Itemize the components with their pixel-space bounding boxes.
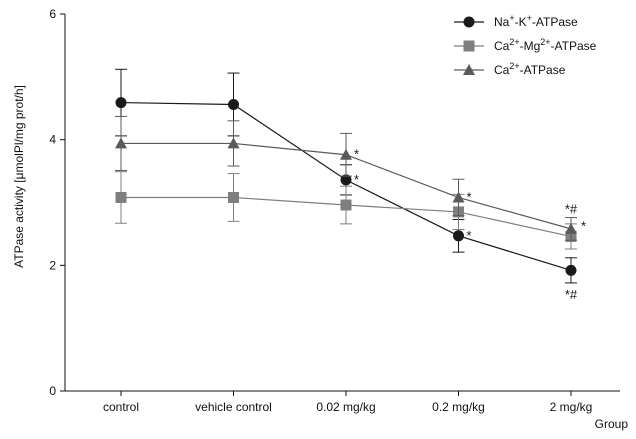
legend-marker [463, 16, 475, 28]
series-square-point [115, 191, 127, 203]
x-tick-label: 2 mg/kg [550, 400, 593, 414]
x-axis-title: Group [595, 417, 629, 431]
series-circle-significance-label: * [467, 228, 472, 243]
series-circle-point [340, 174, 352, 186]
legend-label: Ca2+-Mg2+-ATPase [494, 37, 597, 53]
y-tick-label: 0 [49, 384, 56, 398]
series-triangle-significance-label: * [467, 189, 472, 204]
series-square-point [340, 199, 352, 211]
series-triangle-point [227, 137, 240, 149]
legend-marker [463, 40, 475, 52]
series-triangle-point [115, 137, 127, 149]
x-tick-label: 0.02 mg/kg [316, 400, 375, 414]
series-triangle-point [452, 191, 465, 203]
significance-label: * [581, 218, 586, 233]
series-triangle-point [340, 148, 352, 160]
y-tick-label: 2 [49, 258, 56, 272]
series-triangle-point [565, 222, 577, 234]
x-tick-label: control [103, 400, 139, 414]
legend-label: Na+-K+-ATPase [494, 13, 578, 29]
x-tick-label: vehicle control [195, 400, 272, 414]
series-triangle-significance-label: *# [565, 202, 578, 217]
series-circle-point [228, 98, 239, 110]
series-square-point [228, 191, 239, 203]
series-circle-point [565, 264, 577, 276]
series-circle-point [453, 230, 464, 242]
y-axis-title: ATPase activity [μmolPl/mg prot/h] [12, 85, 26, 268]
series-triangle-significance-label: * [354, 147, 359, 162]
series-circle-significance-label: *# [565, 287, 578, 302]
y-tick-label: 6 [49, 7, 56, 21]
series-circle-significance-label: * [354, 172, 359, 187]
legend-marker [463, 64, 475, 75]
legend-label: Ca2+-ATPase [494, 61, 566, 77]
series-circle-point [115, 97, 127, 109]
y-tick-label: 4 [49, 133, 56, 147]
x-tick-label: 0.2 mg/kg [432, 400, 485, 414]
